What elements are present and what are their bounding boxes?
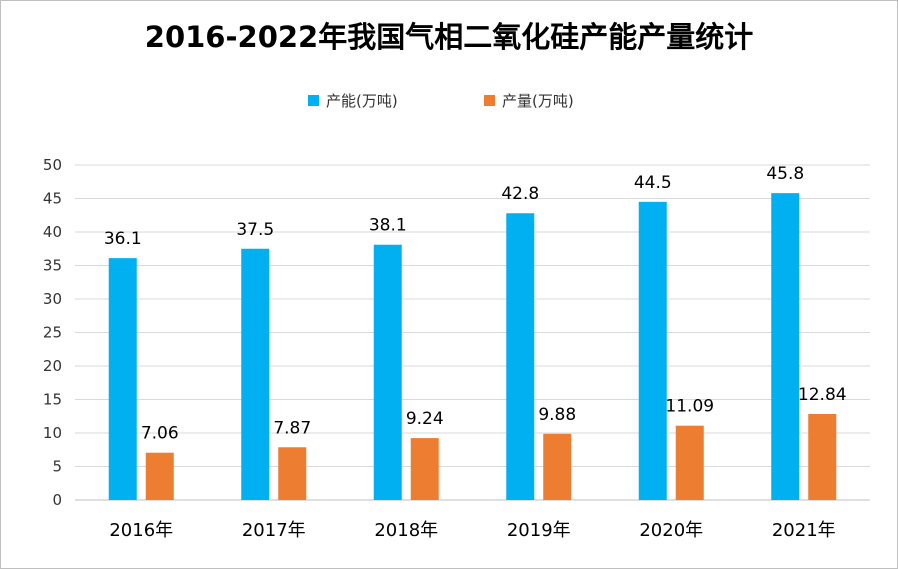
y-tick-label: 35: [43, 257, 62, 275]
legend-label-capacity: 产能(万吨): [326, 92, 398, 110]
bar-capacity: [506, 213, 535, 501]
x-tick-label: 2020年: [639, 520, 703, 541]
data-label-capacity: 44.5: [634, 173, 672, 193]
x-tick-label: 2021年: [772, 520, 836, 541]
bar-output: [410, 438, 439, 500]
y-tick-label: 40: [43, 223, 62, 241]
y-tick-label: 5: [52, 458, 62, 476]
y-tick-label: 20: [43, 357, 62, 375]
legend: 产能(万吨) 产量(万吨): [0, 90, 898, 112]
chart-title: 2016-2022年我国气相二氧化硅产能产量统计: [144, 20, 754, 54]
legend-item-capacity: 产能(万吨): [308, 90, 398, 111]
data-label-output: 7.06: [141, 424, 179, 444]
bar-capacity: [771, 193, 800, 500]
bar-capacity: [373, 244, 402, 500]
y-tick-label: 30: [43, 290, 62, 308]
data-label-capacity: 37.5: [236, 220, 274, 240]
x-tick-label: 2018年: [374, 520, 438, 541]
bar-output: [808, 413, 837, 500]
bar-output: [278, 447, 307, 500]
y-tick-label: 25: [43, 324, 62, 342]
y-tick-label: 15: [43, 391, 62, 409]
legend-swatch-output: [484, 95, 495, 106]
data-label-capacity: 45.8: [766, 164, 804, 184]
bar-capacity: [241, 248, 270, 500]
legend-item-output: 产量(万吨): [484, 90, 574, 111]
data-label-capacity: 36.1: [104, 229, 142, 249]
data-label-output: 9.88: [538, 405, 576, 425]
y-tick-label: 50: [43, 156, 62, 174]
y-tick-label: 10: [43, 424, 62, 442]
data-label-output: 12.84: [798, 385, 847, 405]
x-tick-label: 2017年: [242, 520, 306, 541]
bar-capacity: [638, 201, 667, 500]
data-label-output: 11.09: [665, 397, 714, 417]
bar-capacity: [108, 258, 137, 500]
bar-output: [543, 433, 572, 500]
legend-swatch-capacity: [308, 95, 319, 106]
legend-label-output: 产量(万吨): [502, 92, 574, 110]
x-tick-label: 2016年: [109, 520, 173, 541]
bar-output: [145, 452, 174, 500]
x-tick-label: 2019年: [507, 520, 571, 541]
y-tick-label: 0: [52, 491, 62, 509]
data-label-output: 7.87: [273, 418, 311, 438]
data-label-capacity: 42.8: [501, 184, 539, 204]
bar-output: [675, 425, 704, 500]
y-tick-label: 45: [43, 190, 62, 208]
data-label-output: 9.24: [406, 409, 444, 429]
data-label-capacity: 38.1: [369, 216, 407, 236]
